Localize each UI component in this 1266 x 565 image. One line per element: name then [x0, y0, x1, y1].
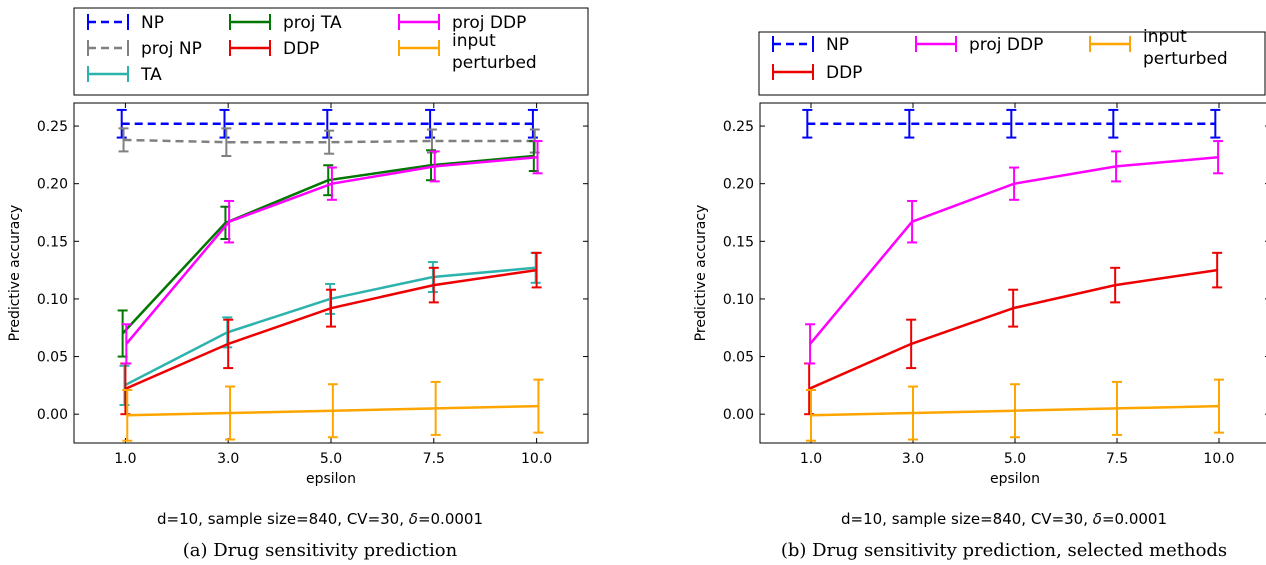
- y-axis-label: Predictive accuracy: [693, 205, 709, 342]
- y-axis-label: Predictive accuracy: [7, 205, 23, 342]
- legend-label-line: NP: [826, 35, 849, 55]
- legend-label: NP: [826, 35, 849, 55]
- legend-frame: [73, 7, 589, 96]
- y-tick-label: 0.10: [37, 292, 68, 308]
- note-b: d=10, sample size=840, CV=30, δ=0.0001: [840, 510, 1168, 528]
- series-input-perturbed: [806, 378, 1224, 442]
- legend-label-line: proj DDP: [969, 35, 1043, 55]
- legend-label: NP: [141, 13, 164, 33]
- legend-label-line: DDP: [826, 63, 862, 83]
- legend-label: proj TA: [283, 13, 342, 33]
- x-tick-label: 1.0: [800, 451, 822, 467]
- y-tick-label: 0.20: [723, 177, 754, 193]
- series-np: [116, 108, 538, 139]
- x-tick-label: 5.0: [1004, 451, 1026, 467]
- x-axis-label: epsilon: [306, 471, 356, 487]
- legend-label-line: input: [1143, 27, 1187, 47]
- x-tick-label: 1.0: [114, 451, 136, 467]
- legend-label-line: proj TA: [283, 13, 342, 33]
- legend: NP DDP proj DDP input perturbed: [758, 27, 1266, 96]
- series-ddp: [804, 251, 1223, 416]
- y-tick-label: 0.15: [37, 234, 68, 250]
- y-tick-label: 0.10: [723, 292, 754, 308]
- legend-label-line: NP: [141, 13, 164, 33]
- legend-frame: [758, 31, 1266, 96]
- y-tick-label: 0.05: [723, 350, 754, 366]
- series-proj-ddp: [121, 140, 543, 365]
- x-tick-label: 7.5: [423, 451, 445, 467]
- legend-label: proj DDP: [969, 35, 1043, 55]
- series-proj-ta: [117, 140, 539, 358]
- x-tick-label: 3.0: [217, 451, 239, 467]
- legend-label: TA: [140, 65, 162, 85]
- series-line: [808, 268, 1218, 390]
- y-tick-label: 0.15: [723, 234, 754, 250]
- legend-label: DDP: [826, 63, 862, 83]
- legend-label: proj DDP: [452, 13, 526, 33]
- chart-panel-a: 0.00 0.05 0.10 0.15 0.20 0.25 1.0 3.0 5.0 7.5 10.0…: [7, 7, 589, 487]
- series-np: [802, 108, 1221, 139]
- legend-label: input perturbed: [452, 31, 537, 73]
- chart-panel-b: 0.00 0.05 0.10 0.15 0.20 0.25 1.0 3.0 5.0 7.5 10.0…: [693, 27, 1266, 487]
- x-tick-label: 5.0: [320, 451, 342, 467]
- caption-a: (a) Drug sensitivity prediction: [182, 540, 458, 561]
- x-tick-label: 3.0: [902, 451, 924, 467]
- series-proj-np: [118, 127, 540, 158]
- x-tick-label: 10.0: [1203, 451, 1234, 467]
- series-proj-ddp: [805, 140, 1224, 365]
- note-a: d=10, sample size=840, CV=30, δ=0.0001: [156, 510, 484, 528]
- legend-label: DDP: [283, 39, 319, 59]
- legend-label-line: perturbed: [1143, 49, 1228, 69]
- legend-label-line: perturbed: [452, 53, 537, 73]
- y-tick-label: 0.00: [37, 407, 68, 423]
- y-tick-label: 0.20: [37, 177, 68, 193]
- y-tick-label: 0.00: [723, 407, 754, 423]
- x-tick-label: 7.5: [1106, 451, 1128, 467]
- legend-label-line: DDP: [283, 39, 319, 59]
- y-tick-label: 0.05: [37, 350, 68, 366]
- series-input-perturbed: [122, 378, 544, 442]
- legend-label-line: proj DDP: [452, 13, 526, 33]
- x-tick-label: 10.0: [521, 451, 552, 467]
- legend-label-line: input: [452, 31, 496, 51]
- legend-label-line: proj NP: [141, 39, 202, 59]
- legend-label-line: TA: [140, 65, 162, 85]
- y-tick-label: 0.25: [723, 119, 754, 135]
- legend-label: input perturbed: [1143, 27, 1228, 69]
- series-line: [123, 138, 535, 144]
- x-axis-label: epsilon: [990, 471, 1040, 487]
- series-ddp: [120, 251, 542, 416]
- y-tick-label: 0.25: [37, 119, 68, 135]
- caption-b: (b) Drug sensitivity prediction, selecte…: [780, 540, 1228, 561]
- legend-label: proj NP: [141, 39, 202, 59]
